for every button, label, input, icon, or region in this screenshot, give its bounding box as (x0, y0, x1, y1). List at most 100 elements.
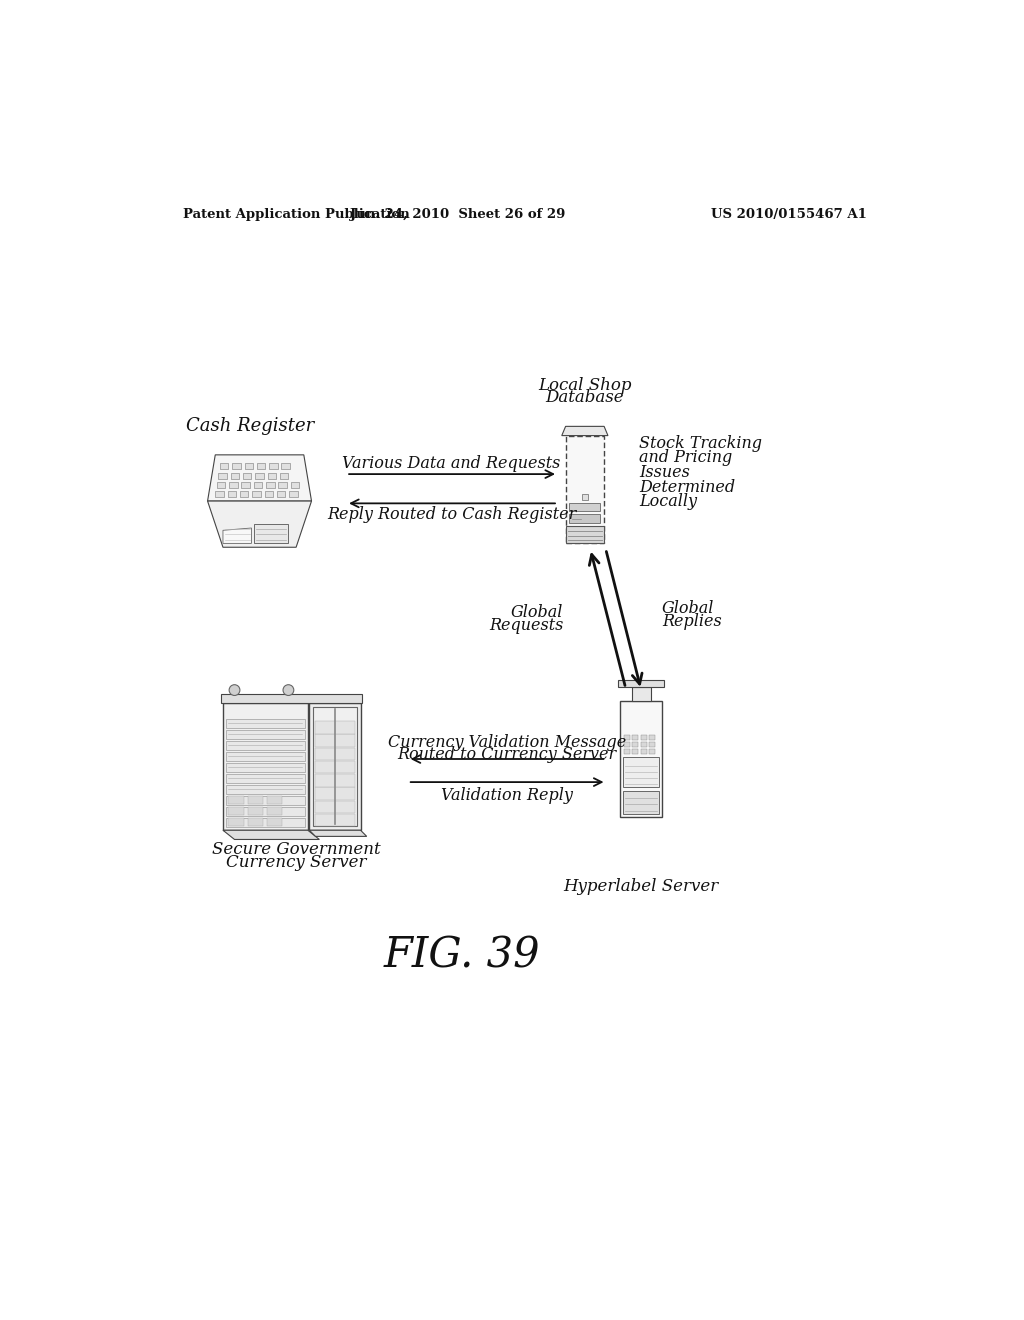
Text: Various Data and Requests: Various Data and Requests (342, 455, 561, 471)
Bar (569, 503, 600, 511)
Bar (314, 734, 355, 747)
Bar (641, 748, 647, 754)
Circle shape (229, 685, 240, 696)
Bar (617, 680, 665, 688)
Text: Jun. 24, 2010  Sheet 26 of 29: Jun. 24, 2010 Sheet 26 of 29 (350, 209, 565, 222)
Polygon shape (223, 830, 319, 840)
Bar (240, 491, 249, 498)
Bar (314, 721, 355, 734)
Bar (314, 787, 355, 800)
Bar (252, 491, 261, 498)
Bar (565, 436, 604, 544)
Text: and Pricing: and Pricing (639, 449, 732, 466)
Bar (243, 473, 252, 479)
Bar (248, 796, 263, 804)
Polygon shape (208, 502, 311, 548)
Text: Requests: Requests (488, 618, 563, 635)
Polygon shape (223, 528, 252, 544)
Bar (230, 473, 240, 479)
Bar (276, 491, 286, 498)
Bar (623, 756, 659, 788)
Bar (649, 748, 655, 754)
Bar (314, 774, 355, 787)
Bar (248, 818, 263, 825)
Text: US 2010/0155467 A1: US 2010/0155467 A1 (711, 209, 866, 222)
Bar (282, 463, 290, 470)
Bar (632, 748, 638, 754)
Bar (232, 463, 241, 470)
Bar (266, 482, 274, 488)
Bar (254, 482, 262, 488)
Text: Routed to Currency Server: Routed to Currency Server (397, 746, 616, 763)
Bar (255, 473, 264, 479)
Text: FIG. 39: FIG. 39 (383, 935, 540, 977)
Bar (226, 752, 305, 762)
Bar (649, 735, 655, 739)
Bar (641, 735, 647, 739)
Bar (226, 774, 305, 783)
Bar (267, 796, 283, 804)
Text: Local Shop: Local Shop (538, 378, 632, 395)
Bar (313, 708, 356, 826)
Text: Replies: Replies (662, 614, 722, 631)
Text: Currency Validation Message: Currency Validation Message (388, 734, 627, 751)
Text: Determined: Determined (639, 479, 735, 496)
Bar (641, 742, 647, 747)
Bar (218, 473, 226, 479)
Bar (569, 515, 600, 524)
Bar (267, 818, 283, 825)
Bar (582, 494, 588, 500)
Bar (226, 763, 305, 772)
Text: Hyperlabel Server: Hyperlabel Server (563, 878, 719, 895)
Bar (291, 482, 299, 488)
Bar (279, 482, 287, 488)
Bar (314, 760, 355, 774)
Bar (624, 735, 630, 739)
Bar (229, 482, 238, 488)
Polygon shape (208, 455, 311, 502)
Bar (314, 814, 355, 826)
Bar (226, 719, 305, 729)
Polygon shape (562, 426, 608, 436)
Bar (624, 742, 630, 747)
Bar (565, 527, 604, 544)
Text: Database: Database (546, 389, 625, 407)
Bar (226, 796, 305, 805)
Bar (309, 704, 360, 830)
Polygon shape (309, 830, 367, 837)
Bar (217, 482, 225, 488)
Bar (620, 701, 663, 817)
Bar (269, 463, 278, 470)
Bar (220, 694, 361, 704)
Bar (228, 808, 244, 814)
Bar (228, 796, 244, 804)
Bar (223, 704, 308, 830)
Bar (314, 801, 355, 813)
Text: Cash Register: Cash Register (185, 417, 314, 436)
Bar (226, 730, 305, 739)
Bar (314, 747, 355, 760)
Bar (220, 463, 228, 470)
Bar (226, 807, 305, 816)
Text: Locally: Locally (639, 494, 696, 511)
Bar (264, 491, 273, 498)
Bar (632, 742, 638, 747)
Bar (267, 473, 276, 479)
Bar (245, 463, 253, 470)
Text: Validation Reply: Validation Reply (441, 787, 573, 804)
Bar (228, 818, 244, 825)
Bar (226, 817, 305, 828)
Text: Global: Global (662, 601, 714, 618)
Bar (649, 742, 655, 747)
Bar (254, 524, 289, 544)
Text: Global: Global (511, 605, 563, 622)
Bar (215, 491, 223, 498)
Text: Secure Government: Secure Government (212, 841, 381, 858)
Bar (248, 808, 263, 814)
Bar (624, 748, 630, 754)
Bar (227, 491, 237, 498)
Text: Reply Routed to Cash Register: Reply Routed to Cash Register (327, 507, 577, 524)
Bar (632, 688, 650, 701)
Bar (226, 784, 305, 795)
Bar (289, 491, 298, 498)
